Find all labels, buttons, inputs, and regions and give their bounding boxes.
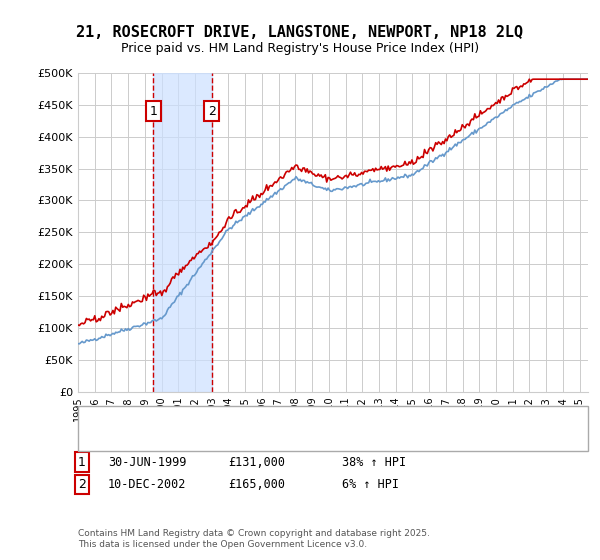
Text: 10-DEC-2002: 10-DEC-2002 xyxy=(108,478,187,491)
Text: Contains HM Land Registry data © Crown copyright and database right 2025.
This d: Contains HM Land Registry data © Crown c… xyxy=(78,529,430,549)
Text: HPI: Average price, detached house, Newport: HPI: Average price, detached house, Newp… xyxy=(117,433,354,444)
Text: 1: 1 xyxy=(78,455,86,469)
Text: 30-JUN-1999: 30-JUN-1999 xyxy=(108,455,187,469)
Text: 6% ↑ HPI: 6% ↑ HPI xyxy=(342,478,399,491)
Text: 38% ↑ HPI: 38% ↑ HPI xyxy=(342,455,406,469)
Text: £165,000: £165,000 xyxy=(228,478,285,491)
Text: £131,000: £131,000 xyxy=(228,455,285,469)
Text: 21, ROSECROFT DRIVE, LANGSTONE, NEWPORT, NP18 2LQ: 21, ROSECROFT DRIVE, LANGSTONE, NEWPORT,… xyxy=(76,25,524,40)
Bar xyxy=(153,73,212,392)
Text: Price paid vs. HM Land Registry's House Price Index (HPI): Price paid vs. HM Land Registry's House … xyxy=(121,42,479,55)
Text: ——: —— xyxy=(90,409,110,427)
Text: 21, ROSECROFT DRIVE, LANGSTONE, NEWPORT, NP18 2LQ (detached house): 21, ROSECROFT DRIVE, LANGSTONE, NEWPORT,… xyxy=(117,413,517,423)
Text: 2: 2 xyxy=(78,478,86,491)
Text: ——: —— xyxy=(90,430,110,447)
Text: 1: 1 xyxy=(149,105,157,118)
Text: 2: 2 xyxy=(208,105,216,118)
